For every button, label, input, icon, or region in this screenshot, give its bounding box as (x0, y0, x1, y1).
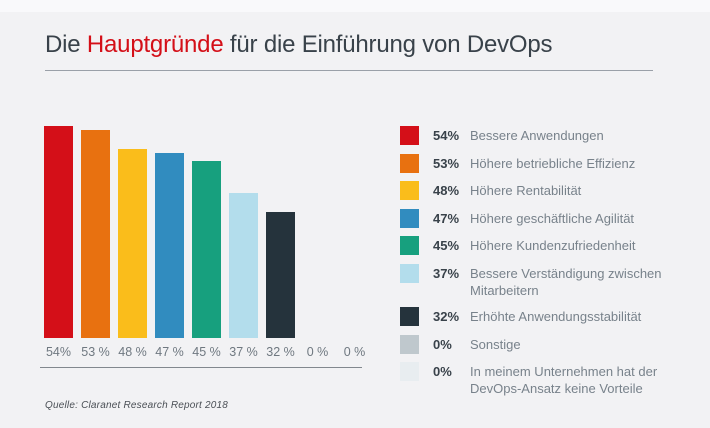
legend-item: 53% Höhere betriebliche Effizienz (400, 153, 695, 173)
legend-percentage: 53% (433, 155, 460, 171)
legend-percentage: 0% (433, 336, 452, 352)
bar-value-label: 45 % (192, 345, 221, 359)
bar (229, 193, 258, 338)
title-divider (45, 70, 653, 71)
bar-value-label: 37 % (229, 345, 258, 359)
legend-item: 32% Erhöhte Anwendungsstabilität (400, 307, 695, 326)
legend-percentage: 45% (433, 238, 460, 253)
legend-item: 45% Höhere Kundenzufriedenheit (400, 236, 695, 255)
bar (44, 126, 73, 338)
bar-slot (155, 120, 184, 338)
bar-value-label: 47 % (155, 345, 184, 359)
legend-color-swatch (400, 362, 419, 381)
legend-percentage: 54% (433, 128, 460, 143)
legend-percentage: 37% (433, 265, 460, 281)
legend-color-swatch (400, 208, 419, 228)
legend-label: Höhere Kundenzufriedenheit (470, 238, 636, 253)
bar-slot (266, 120, 295, 338)
legend-item: 48% Höhere Rentabilität (400, 181, 695, 200)
bar (118, 149, 147, 338)
legend-item: 37% Bessere Verständigung zwischen Mitarb… (400, 263, 695, 299)
legend-label: Höhere Rentabilität (470, 183, 582, 198)
bar (192, 161, 221, 338)
bar-value-label: 54% (45, 345, 72, 359)
legend-item: 0% Sonstige (400, 334, 695, 354)
bar-value-label: 53 % (81, 345, 110, 359)
legend-item: 47% Höhere geschäftliche Agilität (400, 208, 695, 228)
legend-label: Höhere geschäftliche Agilität (470, 210, 635, 226)
source-credit: Quelle: Claranet Research Report 2018 (45, 400, 229, 411)
page-title: Die Hauptgründe für die Einführung von D… (45, 31, 553, 59)
bar-slot (192, 120, 221, 338)
bar-value-label: 0 % (306, 345, 329, 359)
bar-slot (118, 120, 147, 338)
bar-value-label: 0 % (343, 345, 366, 359)
legend-label: Höhere betriebliche Effizienz (470, 155, 636, 171)
bar (81, 130, 110, 338)
bar-slot (81, 120, 110, 338)
legend-color-swatch (400, 334, 419, 354)
bar-value-labels: 54% 53 % 48 % 47 % 45 % 37 % 32 % 0 % 0 % (44, 345, 369, 359)
legend-label: Bessere Verständigung zwischen Mitarbeit… (470, 265, 662, 298)
legend-label: In meinem Unternehmen hat der DevOps-Ans… (470, 364, 658, 396)
top-strip (0, 0, 710, 12)
legend-color-swatch (400, 181, 419, 200)
chart-legend: 54% Bessere Anwendungen 53% Höhere betriebl… (400, 126, 695, 397)
title-prefix: Die (45, 31, 87, 58)
bar-chart (44, 120, 369, 338)
legend-percentage: 32% (433, 309, 460, 324)
legend-label: Bessere Anwendungen (470, 128, 604, 143)
legend-percentage: 0% (433, 364, 452, 379)
legend-color-swatch (400, 263, 419, 283)
legend-item: 54% Bessere Anwendungen (400, 126, 695, 145)
bar-value-label: 48 % (118, 345, 147, 359)
bar-slot (340, 120, 369, 338)
legend-color-swatch (400, 307, 419, 326)
bar (266, 212, 295, 338)
legend-color-swatch (400, 126, 419, 145)
bar-slot (303, 120, 332, 338)
legend-color-swatch (400, 236, 419, 255)
bar (155, 153, 184, 338)
legend-percentage: 48% (433, 183, 460, 198)
title-suffix: für die Einführung von DevOps (223, 31, 553, 58)
bar-slot (44, 120, 73, 338)
bar-slot (229, 120, 258, 338)
legend-item: 0% In meinem Unternehmen hat der DevOps-A… (400, 362, 695, 397)
bar-value-label: 32 % (266, 345, 295, 359)
x-axis-line (40, 367, 362, 368)
legend-color-swatch (400, 153, 419, 173)
legend-label: Erhöhte Anwendungsstabilität (470, 309, 642, 324)
legend-percentage: 47% (433, 210, 460, 226)
legend-label: Sonstige (470, 336, 521, 352)
title-highlight: Hauptgründe (86, 31, 224, 58)
